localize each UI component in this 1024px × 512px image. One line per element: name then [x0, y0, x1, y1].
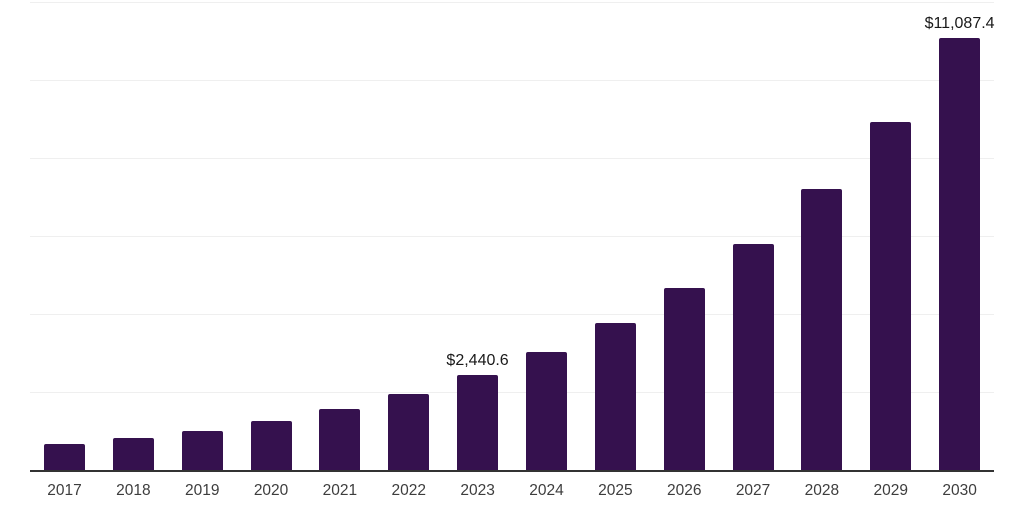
value-label-2023: $2,440.6	[446, 351, 509, 369]
bar-2023	[457, 374, 499, 470]
x-axis-label-2021: 2021	[322, 482, 358, 499]
bar-2017	[43, 443, 85, 470]
x-axis-label-2026: 2026	[666, 482, 702, 499]
x-axis-label-2030: 2030	[942, 482, 977, 499]
x-axis-label-2018: 2018	[116, 482, 151, 499]
bar-2024	[525, 351, 567, 470]
x-axis-label-2027: 2027	[735, 482, 771, 499]
bar-2030	[939, 37, 981, 470]
gridline	[30, 158, 994, 159]
x-axis-label-2025: 2025	[598, 482, 633, 499]
gridline	[30, 236, 994, 237]
x-axis-label-2029: 2029	[873, 482, 909, 499]
gridline	[30, 2, 994, 3]
x-axis-label-2024: 2024	[529, 482, 564, 499]
x-axis-label-2020: 2020	[253, 482, 289, 499]
x-axis-line	[30, 470, 994, 472]
plot-area: $2,440.6 $11,087.4	[30, 2, 995, 472]
bar-2022	[388, 393, 430, 470]
x-axis-label-2023: 2023	[460, 482, 495, 499]
bar-2021	[319, 408, 361, 470]
bar-2020	[250, 420, 292, 470]
bar-2025	[594, 323, 636, 470]
x-axis-label-2022: 2022	[391, 482, 427, 499]
bar-2019	[181, 430, 223, 470]
bar-2027	[732, 244, 774, 470]
bar-2028	[801, 189, 843, 470]
x-axis: 2017 2018 2019 2020 2021 2022 2023 2024 2025 2026…	[30, 482, 994, 504]
gridline	[30, 80, 994, 81]
bar-2029	[870, 121, 912, 470]
gridline	[30, 392, 994, 393]
bar-2026	[663, 288, 705, 470]
gridline	[30, 314, 994, 315]
value-label-2030: $11,087.4	[924, 14, 995, 32]
x-axis-label-2028: 2028	[804, 482, 840, 499]
x-axis-label-2017: 2017	[47, 482, 82, 499]
x-axis-label-2019: 2019	[184, 482, 220, 499]
bar-2018	[112, 438, 154, 470]
